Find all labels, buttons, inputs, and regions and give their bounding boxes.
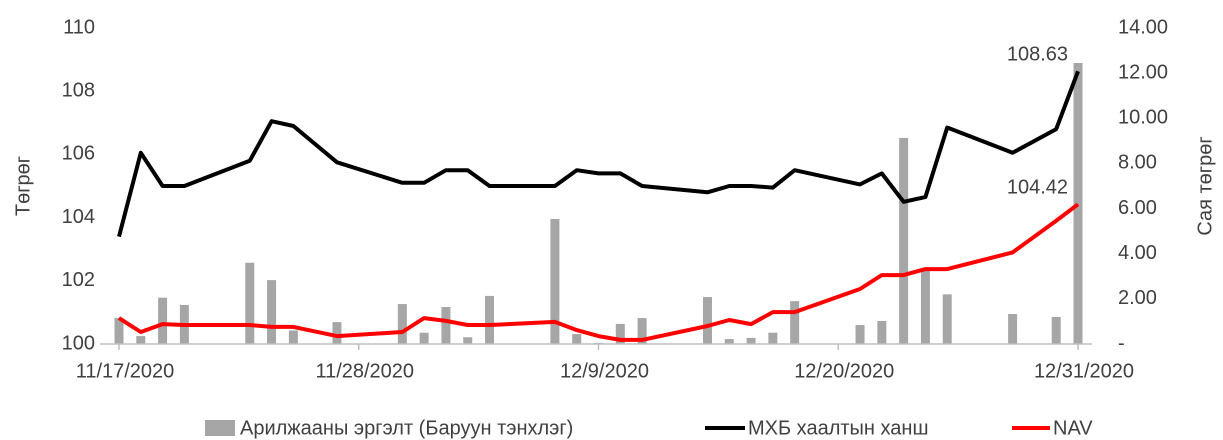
bar	[136, 336, 146, 344]
y-tick-label: 110	[63, 16, 95, 38]
legend-label: NAV	[1053, 417, 1093, 439]
bar	[942, 294, 952, 344]
bar	[550, 218, 560, 344]
y2-axis-title: Сая төгрөг	[1194, 136, 1216, 235]
x-tick-label: 12/9/2020	[560, 360, 649, 382]
legend: Арилжааны эргэлт (Баруун тэнхлэг) МХБ ха…	[205, 417, 1093, 439]
bar	[288, 330, 298, 344]
bar	[1051, 316, 1061, 344]
y2-tick-label: 8.00	[1118, 152, 1157, 174]
y-tick-label: 106	[62, 143, 95, 165]
y2-tick-label: 6.00	[1118, 197, 1157, 219]
bar	[572, 334, 582, 344]
y-tick-label: 108	[62, 79, 95, 101]
data-label: 104.42	[1007, 177, 1068, 199]
bar	[855, 325, 865, 344]
bar	[267, 280, 277, 344]
x-tick-label: 11/17/2020	[76, 360, 175, 382]
bar	[485, 295, 495, 344]
y-axis-title: Төгрөг	[12, 156, 34, 216]
y-tick-label: 104	[62, 206, 95, 228]
bar	[877, 320, 887, 344]
bar	[1073, 62, 1083, 344]
bar	[441, 306, 451, 344]
legend-swatch	[205, 420, 235, 436]
legend-label: МХБ хаалтын ханш	[748, 417, 929, 439]
line	[117, 70, 1080, 238]
x-tick-label: 12/20/2020	[794, 360, 894, 382]
bar	[397, 304, 407, 344]
bar	[158, 297, 168, 344]
bar	[615, 323, 625, 344]
bar	[899, 137, 909, 344]
y2-tick-label: -	[1118, 332, 1125, 354]
bar	[419, 332, 429, 344]
bar	[637, 318, 647, 344]
bar	[702, 297, 712, 344]
y2-tick-label: 12.00	[1118, 61, 1168, 83]
y-tick-label: 100	[62, 332, 95, 354]
y2-tick-label: 10.00	[1118, 107, 1168, 129]
bar	[463, 337, 473, 344]
bar	[724, 339, 734, 344]
y-tick-label: 102	[62, 269, 95, 291]
legend-label: Арилжааны эргэлт (Баруун тэнхлэг)	[240, 417, 573, 439]
data-label: 108.63	[1007, 44, 1068, 66]
bar	[790, 301, 800, 344]
y2-tick-label: 14.00	[1118, 16, 1168, 38]
bar	[746, 337, 756, 344]
bar	[1008, 313, 1018, 344]
line	[117, 202, 1080, 342]
bar	[768, 332, 778, 344]
bar	[245, 262, 255, 344]
x-tick-label: 12/31/2020	[1034, 360, 1134, 382]
x-tick-label: 11/28/2020	[315, 360, 414, 382]
bar	[920, 267, 930, 344]
bar	[332, 322, 342, 344]
bar	[114, 318, 124, 344]
y2-tick-label: 2.00	[1118, 287, 1157, 309]
y2-tick-label: 4.00	[1118, 242, 1157, 264]
